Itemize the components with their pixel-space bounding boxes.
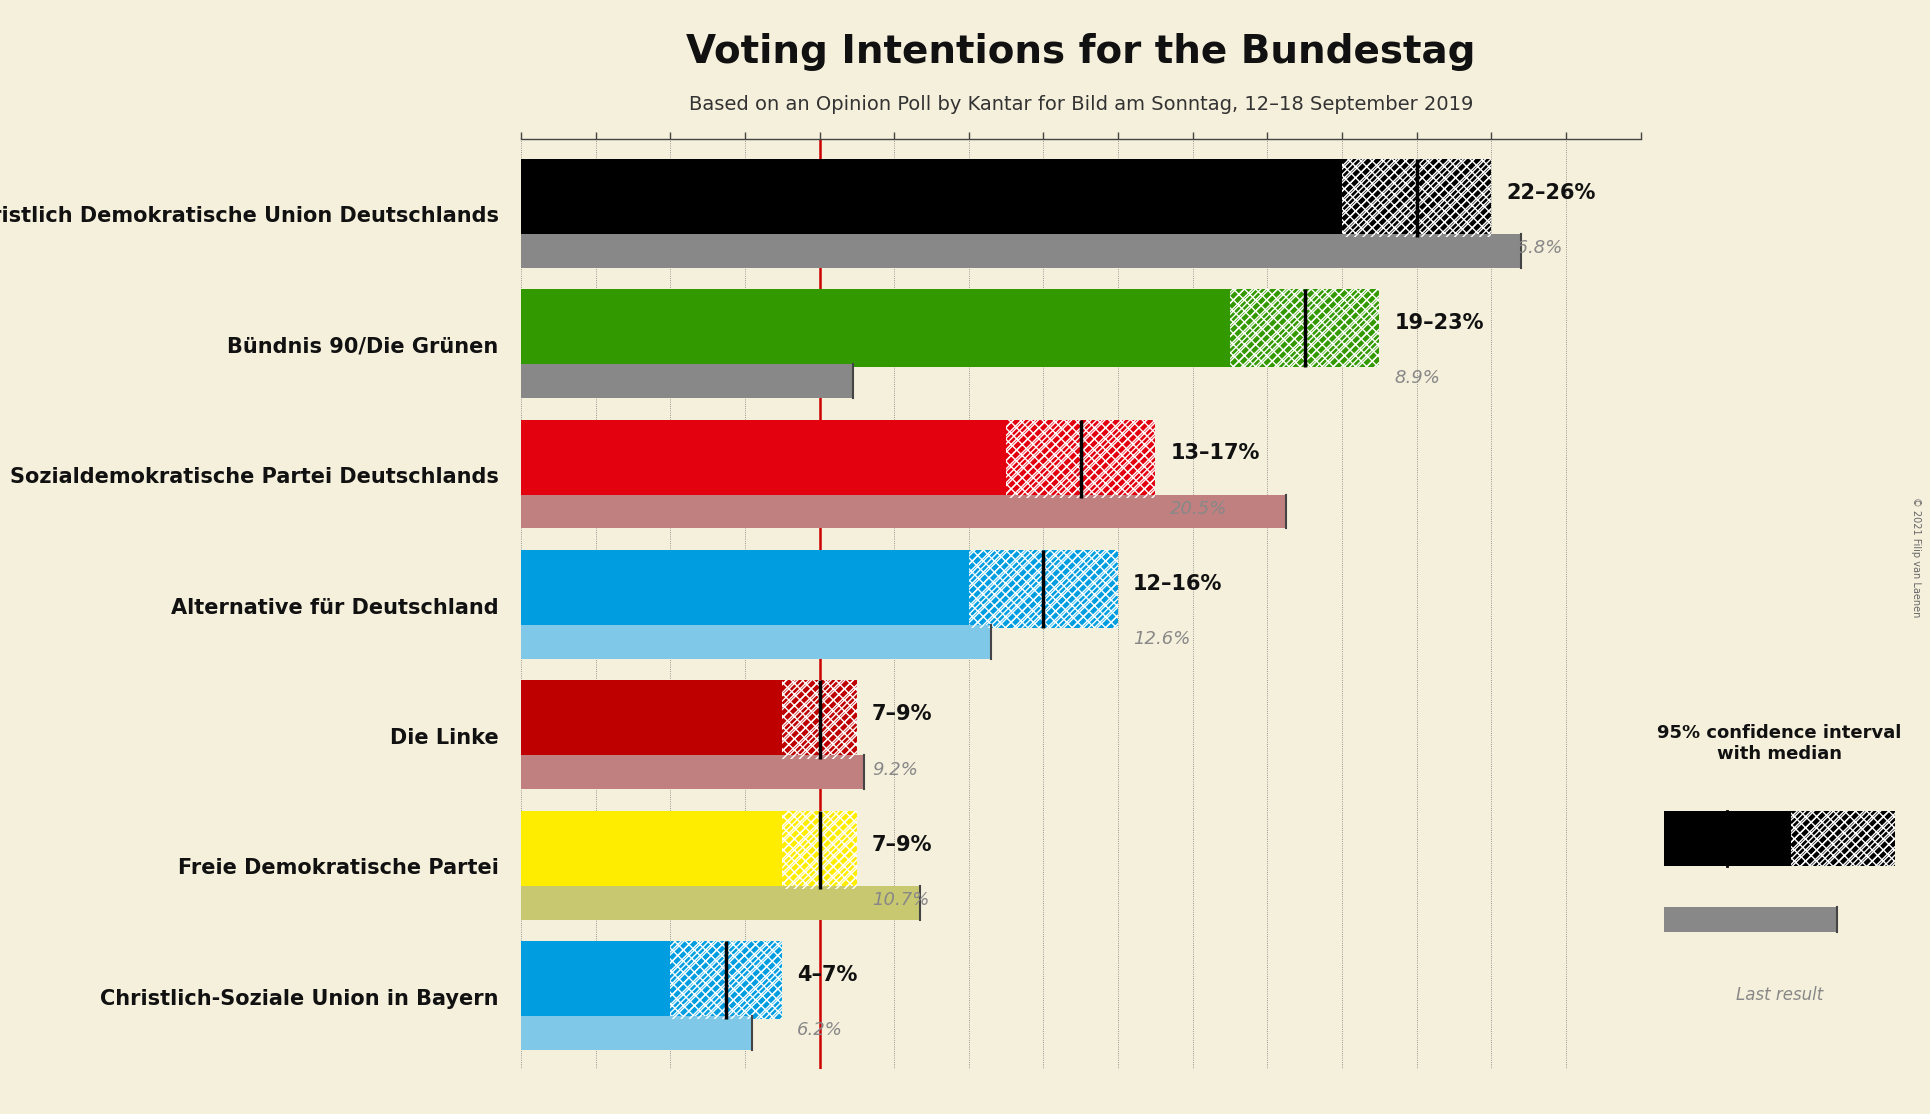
Text: Christlich Demokratische Union Deutschlands: Christlich Demokratische Union Deutschla…: [0, 206, 498, 226]
Text: Based on an Opinion Poll by Kantar for Bild am Sonntag, 12–18 September 2019: Based on an Opinion Poll by Kantar for B…: [689, 95, 1473, 114]
Bar: [1791, 811, 1895, 867]
Bar: [1229, 290, 1380, 368]
Text: 12.6%: 12.6%: [1133, 631, 1191, 648]
Text: 13–17%: 13–17%: [1170, 443, 1260, 463]
Bar: [1341, 159, 1492, 237]
Text: Bündnis 90/Die Grünen: Bündnis 90/Die Grünen: [228, 336, 498, 356]
Text: 4–7%: 4–7%: [797, 965, 857, 985]
Text: Voting Intentions for the Bundestag: Voting Intentions for the Bundestag: [685, 33, 1476, 71]
Bar: [1006, 420, 1156, 498]
Bar: [521, 364, 853, 398]
Text: 12–16%: 12–16%: [1133, 574, 1222, 594]
Bar: [521, 495, 1285, 528]
Text: Last result: Last result: [1735, 986, 1824, 1004]
Text: 26.8%: 26.8%: [1505, 240, 1563, 257]
Text: Freie Demokratische Partei: Freie Demokratische Partei: [178, 858, 498, 878]
Bar: [782, 681, 857, 759]
Text: 8.9%: 8.9%: [1393, 370, 1440, 388]
Bar: [670, 941, 782, 1019]
Text: 19–23%: 19–23%: [1393, 313, 1484, 333]
Bar: [782, 681, 857, 759]
Bar: [521, 625, 992, 658]
Bar: [782, 811, 857, 889]
Bar: [521, 234, 1521, 267]
Bar: [521, 755, 865, 789]
Text: Sozialdemokratische Partei Deutschlands: Sozialdemokratische Partei Deutschlands: [10, 467, 498, 487]
Bar: [670, 941, 782, 1019]
Bar: [1791, 811, 1895, 867]
Bar: [969, 550, 1117, 628]
Bar: [1664, 907, 1837, 931]
Bar: [521, 811, 782, 889]
Bar: [521, 420, 1006, 498]
Text: 7–9%: 7–9%: [872, 834, 932, 854]
Bar: [521, 290, 1229, 368]
Text: 9.2%: 9.2%: [872, 761, 919, 779]
Text: 22–26%: 22–26%: [1505, 183, 1596, 203]
Bar: [1006, 420, 1156, 498]
Bar: [782, 811, 857, 889]
Text: 95% confidence interval
with median: 95% confidence interval with median: [1658, 724, 1901, 763]
Text: Christlich-Soziale Union in Bayern: Christlich-Soziale Union in Bayern: [100, 988, 498, 1008]
Bar: [521, 941, 670, 1019]
Bar: [1229, 290, 1380, 368]
Bar: [1664, 811, 1791, 867]
Bar: [521, 886, 921, 919]
Text: Die Linke: Die Linke: [390, 727, 498, 747]
Bar: [521, 1016, 753, 1049]
Bar: [521, 550, 969, 628]
Text: © 2021 Filip van Laenen: © 2021 Filip van Laenen: [1911, 497, 1922, 617]
Text: 6.2%: 6.2%: [797, 1022, 843, 1039]
Bar: [1341, 159, 1492, 237]
Text: Alternative für Deutschland: Alternative für Deutschland: [172, 597, 498, 617]
Bar: [969, 550, 1117, 628]
Bar: [521, 159, 1341, 237]
Text: 20.5%: 20.5%: [1170, 500, 1227, 518]
Text: 10.7%: 10.7%: [872, 891, 928, 909]
Text: 7–9%: 7–9%: [872, 704, 932, 724]
Bar: [521, 681, 782, 759]
